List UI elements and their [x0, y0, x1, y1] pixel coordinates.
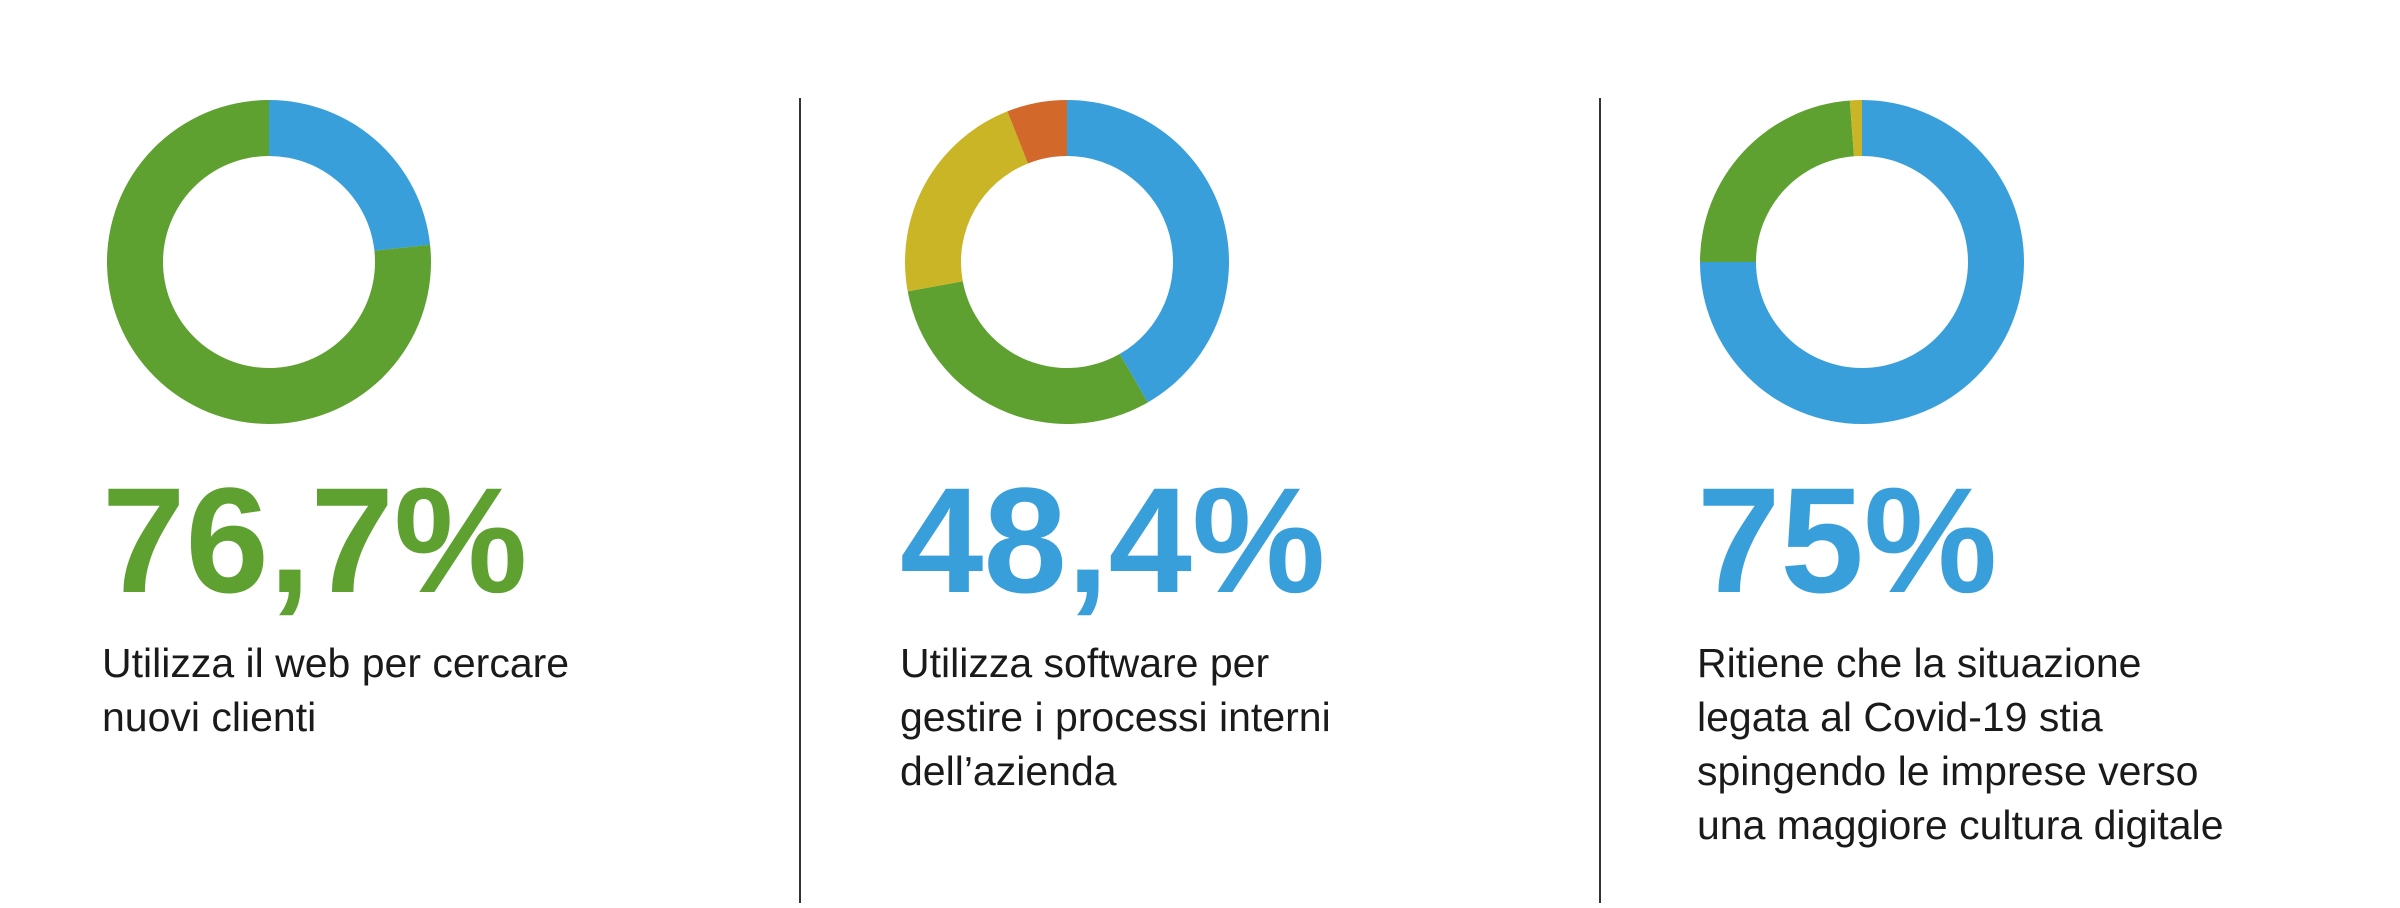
donut-segment [1849, 100, 1862, 157]
caption-line: gestire i processi interni [900, 694, 1331, 740]
donut-segment [907, 281, 1148, 425]
donut-segment [1700, 100, 1855, 262]
caption-line: Utilizza software per [900, 640, 1269, 686]
caption-line: Ritiene che la situazione [1697, 640, 2141, 686]
headline: 75% [1697, 456, 1997, 624]
donut-segment [107, 100, 432, 424]
donut-segment [1700, 100, 2024, 424]
headline: 76,7% [102, 456, 527, 624]
donut-segment [269, 100, 431, 251]
caption-line: spingendo le imprese verso [1697, 748, 2198, 794]
donut-segment [1007, 100, 1067, 164]
donut-segment [1067, 100, 1229, 403]
caption-line: legata al Covid-19 stia [1697, 694, 2103, 740]
caption-line: dell’azienda [900, 748, 1117, 794]
donut-segment [905, 111, 1028, 292]
caption-line: una maggiore cultura digitale [1697, 802, 2224, 848]
headline: 48,4% [900, 456, 1325, 624]
caption-line: Utilizza il web per cercare [102, 640, 569, 686]
caption-line: nuovi clienti [102, 694, 316, 740]
